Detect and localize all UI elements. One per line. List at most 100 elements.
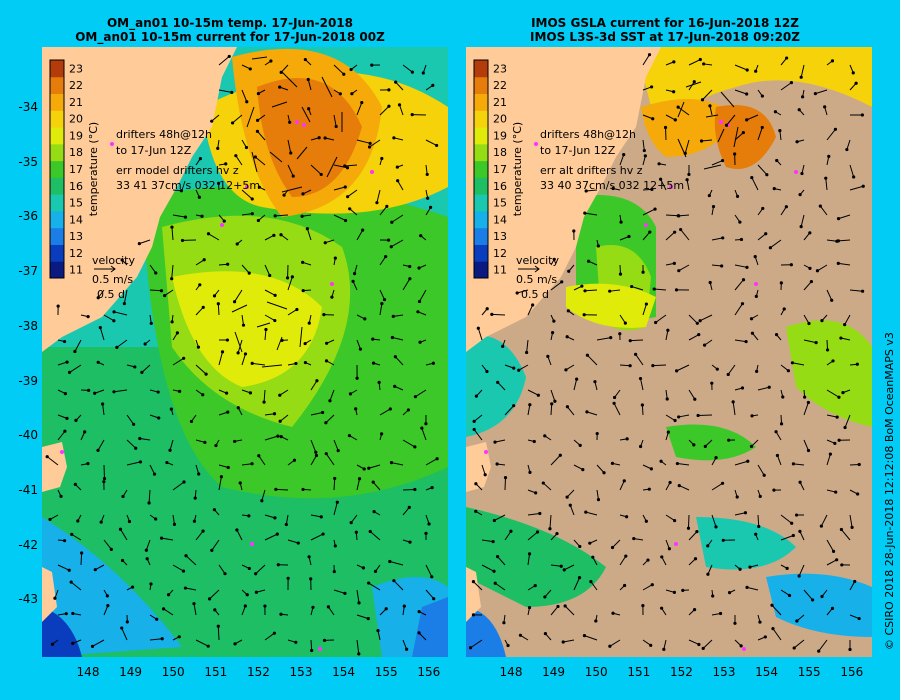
velocity-scale-value: 0.5 m/s	[92, 273, 133, 286]
velocity-arrow-head	[212, 294, 217, 298]
velocity-arrow-head	[305, 227, 309, 231]
velocity-arrow-head	[708, 104, 712, 108]
velocity-arrow-head	[753, 255, 757, 259]
velocity-arrow-head	[234, 154, 238, 158]
velocity-arrow-head	[578, 443, 582, 447]
velocity-arrow-head	[73, 349, 77, 354]
colorbar-swatch	[474, 93, 488, 111]
velocity-arrow-head	[134, 446, 138, 450]
velocity-arrow	[139, 438, 151, 441]
velocity-arrow-head	[125, 620, 129, 624]
velocity-arrow-head	[641, 604, 645, 608]
velocity-arrow	[775, 431, 782, 441]
velocity-arrow-head	[182, 356, 186, 360]
velocity-arrow-head	[789, 81, 794, 85]
velocity-arrow-head	[295, 307, 299, 312]
velocity-arrow-head	[159, 289, 164, 293]
velocity-arrow-head	[750, 414, 754, 418]
velocity-arrow-head	[825, 348, 830, 352]
velocity-arrow-head	[175, 331, 180, 335]
velocity-arrow	[849, 164, 855, 178]
velocity-arrow-head	[106, 604, 110, 608]
colorbar-swatch	[474, 210, 488, 229]
velocity-arrow	[209, 589, 220, 600]
velocity-arrow-head	[830, 59, 835, 63]
velocity-arrow-head	[413, 395, 418, 399]
velocity-arrow	[780, 589, 790, 596]
velocity-arrow	[425, 589, 435, 600]
velocity-arrow-head	[286, 576, 290, 580]
latitude-tick-label: -37	[18, 264, 38, 279]
velocity-arrow-head	[720, 264, 724, 268]
velocity-arrow-head	[560, 280, 564, 284]
velocity-arrow-head	[830, 298, 834, 302]
velocity-arrow-head	[749, 317, 754, 321]
velocity-arrow-head	[322, 638, 327, 642]
velocity-arrow-head	[375, 201, 379, 205]
colorbar-swatch	[50, 261, 64, 279]
velocity-arrow-head	[628, 364, 632, 368]
velocity-arrow-head	[627, 234, 631, 239]
velocity-arrow-head	[301, 260, 305, 264]
velocity-arrow	[803, 314, 810, 324]
velocity-arrow	[418, 632, 427, 641]
velocity-arrow	[780, 206, 787, 216]
velocity-arrow	[542, 482, 552, 491]
velocity-arrow-head	[676, 105, 680, 109]
velocity-arrow	[550, 389, 556, 402]
colorbar-tick-label: 17	[69, 163, 83, 176]
velocity-arrow-head	[201, 305, 205, 309]
velocity-arrow	[771, 604, 782, 616]
velocity-arrow	[619, 154, 625, 166]
velocity-arrow-head	[566, 309, 570, 313]
velocity-arrow-head	[677, 415, 681, 419]
velocity-arrow-head	[63, 429, 67, 433]
velocity-arrow-head	[408, 264, 412, 269]
velocity-arrow	[665, 330, 669, 341]
velocity-arrow-head	[799, 225, 803, 229]
velocity-arrow	[264, 632, 275, 641]
velocity-arrow-head	[86, 461, 90, 466]
drifter-note-2: to 17-Jun 12Z	[116, 144, 192, 157]
velocity-arrow	[395, 81, 404, 91]
velocity-arrow	[57, 430, 66, 441]
velocity-arrow-head	[485, 307, 489, 311]
velocity-arrow-head	[309, 577, 313, 581]
velocity-arrow-head	[772, 187, 776, 191]
velocity-arrow-head	[512, 366, 516, 370]
velocity-arrow-head	[585, 353, 589, 357]
velocity-arrow-head	[715, 367, 719, 371]
colorbar-swatch	[474, 110, 488, 128]
velocity-arrow-head	[686, 526, 691, 530]
velocity-arrow-head	[53, 596, 57, 600]
velocity-arrow	[113, 389, 128, 393]
velocity-arrow	[846, 139, 851, 150]
velocity-arrow	[218, 476, 222, 491]
velocity-arrow	[264, 264, 271, 276]
velocity-arrow-head	[244, 145, 249, 150]
error-stats-header: err alt drifters hv z	[540, 164, 643, 177]
velocity-arrow-head	[71, 641, 75, 645]
latitude-tick-label: -39	[18, 373, 38, 388]
velocity-arrow-head	[820, 319, 824, 323]
drifter-note-1: drifters 48h@12h	[116, 128, 212, 141]
velocity-arrow-head	[791, 533, 795, 538]
velocity-arrow	[586, 411, 598, 416]
velocity-arrow-head	[245, 100, 249, 104]
velocity-arrow-head	[785, 56, 789, 60]
velocity-arrow-head	[781, 395, 785, 399]
velocity-arrow-head	[852, 175, 856, 179]
velocity-arrow-head	[321, 532, 325, 536]
velocity-arrow-head	[770, 603, 774, 607]
velocity-arrow	[217, 303, 220, 316]
velocity-arrow-head	[794, 513, 799, 517]
velocity-arrow-head	[371, 361, 376, 365]
velocity-arrow-head	[154, 517, 158, 521]
velocity-arrow	[699, 314, 713, 322]
velocity-arrow-head	[692, 80, 696, 84]
velocity-arrow-head	[646, 558, 650, 562]
velocity-arrow-head	[548, 527, 552, 531]
velocity-arrow-head	[413, 445, 417, 449]
colorbar-tick-label: 15	[493, 197, 507, 210]
velocity-arrow-head	[389, 460, 394, 465]
